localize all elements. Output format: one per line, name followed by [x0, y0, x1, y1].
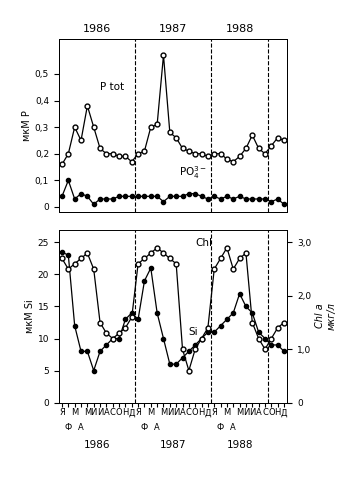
Text: PO$_4^{3-}$: PO$_4^{3-}$ — [179, 164, 207, 181]
Text: Ф: Ф — [217, 423, 224, 432]
Y-axis label: мкМ P: мкМ P — [22, 110, 32, 141]
Text: 1987: 1987 — [160, 440, 186, 450]
Text: Ф: Ф — [141, 423, 148, 432]
Text: А: А — [78, 423, 84, 432]
Y-axis label: Chl a
мкг/л: Chl a мкг/л — [315, 302, 337, 330]
Text: 1988: 1988 — [226, 440, 253, 450]
Text: А: А — [154, 423, 160, 432]
Text: А: А — [230, 423, 236, 432]
Y-axis label: мкМ Si: мкМ Si — [25, 299, 35, 333]
Text: 1986: 1986 — [84, 440, 110, 450]
Text: Ф: Ф — [65, 423, 72, 432]
Text: P tot: P tot — [100, 82, 124, 92]
Text: Chl: Chl — [195, 238, 212, 247]
Text: Si: Si — [189, 327, 199, 337]
